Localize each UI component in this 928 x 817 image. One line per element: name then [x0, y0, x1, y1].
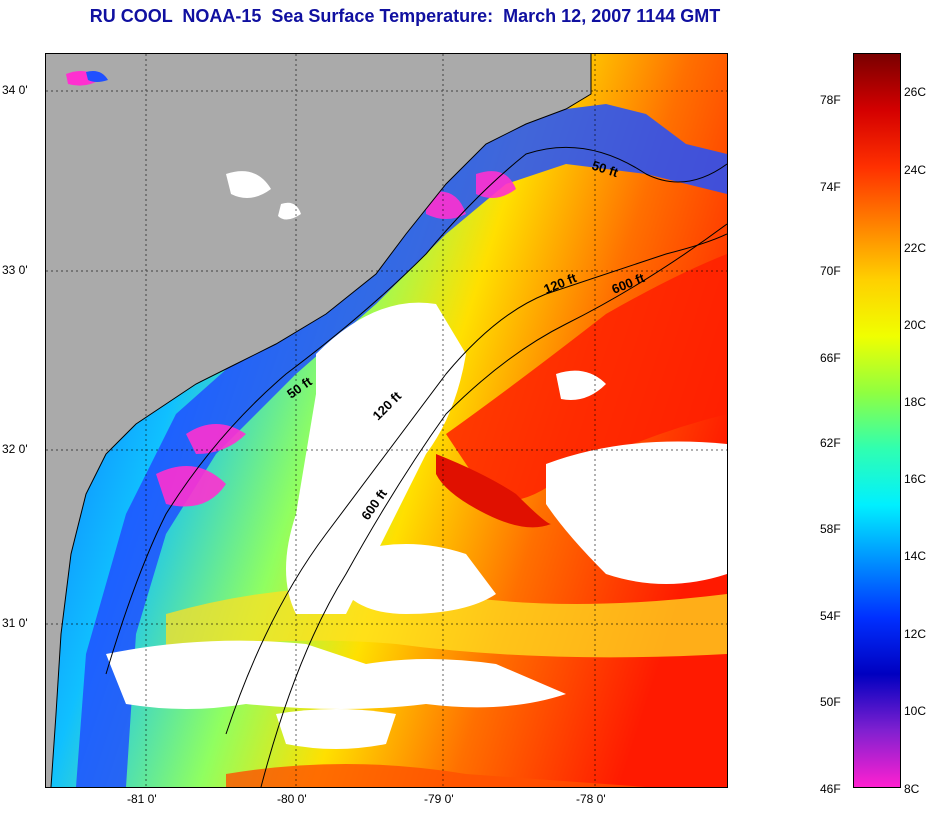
- lat-label-34: 34 0': [2, 83, 28, 97]
- land: [46, 54, 591, 787]
- colorbar-f-70: 70F: [820, 264, 841, 278]
- colorbar-f-66: 66F: [820, 351, 841, 365]
- coastline: [50, 54, 592, 787]
- land-blue-patch: [86, 71, 108, 82]
- contour-50ft: [105, 146, 727, 675]
- lat-label-31: 31 0': [2, 616, 28, 630]
- colorbar-c-20: 20C: [904, 318, 927, 332]
- map-title: RU COOL NOAA-15 Sea Surface Temperature:…: [89, 6, 721, 26]
- cloud-mid-south: [346, 544, 496, 614]
- warm-filament: [436, 454, 551, 528]
- colorbar-f-78: 78F: [820, 93, 841, 107]
- cloud-east: [546, 441, 727, 584]
- cloud-southern-band: [106, 640, 566, 709]
- lon-label-81: -81 0': [127, 792, 157, 806]
- land-cloud-patch: [226, 171, 301, 220]
- lon-label-80: -80 0': [277, 792, 307, 806]
- lat-label-32: 32 0': [2, 442, 28, 456]
- colorbar-c-18: 18C: [904, 395, 927, 409]
- colorbar-f-58: 58F: [820, 522, 841, 536]
- colorbar-f-46: 46F: [820, 782, 841, 796]
- lat-lon-grid: [46, 54, 727, 787]
- colorbar-c-22: 22C: [904, 241, 927, 255]
- nearshore-magenta-patches: [156, 171, 516, 507]
- colorbar-c-26: 26C: [904, 85, 927, 99]
- sst-map-graphic: 50 ft 120 ft 600 ft 50 ft 120 ft 600 ft: [46, 54, 727, 787]
- colorbar-f-50: 50F: [820, 695, 841, 709]
- cloud-south-2: [276, 709, 396, 749]
- contour-120ft: [225, 233, 727, 735]
- contour-600ft: [260, 223, 727, 787]
- colorbar-c-24: 24C: [904, 163, 927, 177]
- colorbar-c-16: 16C: [904, 472, 927, 486]
- colorbar-c-10: 10C: [904, 704, 927, 718]
- colorbar: [853, 53, 901, 788]
- colorbar-f-74: 74F: [820, 180, 841, 194]
- lon-label-78: -78 0': [576, 792, 606, 806]
- colorbar-c-8: 8C: [904, 782, 920, 796]
- colorbar-f-62: 62F: [820, 436, 841, 450]
- southern-warm-band: [226, 764, 646, 787]
- sst-map: 50 ft 120 ft 600 ft 50 ft 120 ft 600 ft: [45, 53, 728, 788]
- lat-label-33: 33 0': [2, 263, 28, 277]
- cloud-small-1: [556, 370, 606, 400]
- colorbar-c-14: 14C: [904, 549, 927, 563]
- colorbar-f-54: 54F: [820, 609, 841, 623]
- cloud-large-central: [286, 302, 466, 614]
- colorbar-c-12: 12C: [904, 627, 927, 641]
- lon-label-79: -79 0': [424, 792, 454, 806]
